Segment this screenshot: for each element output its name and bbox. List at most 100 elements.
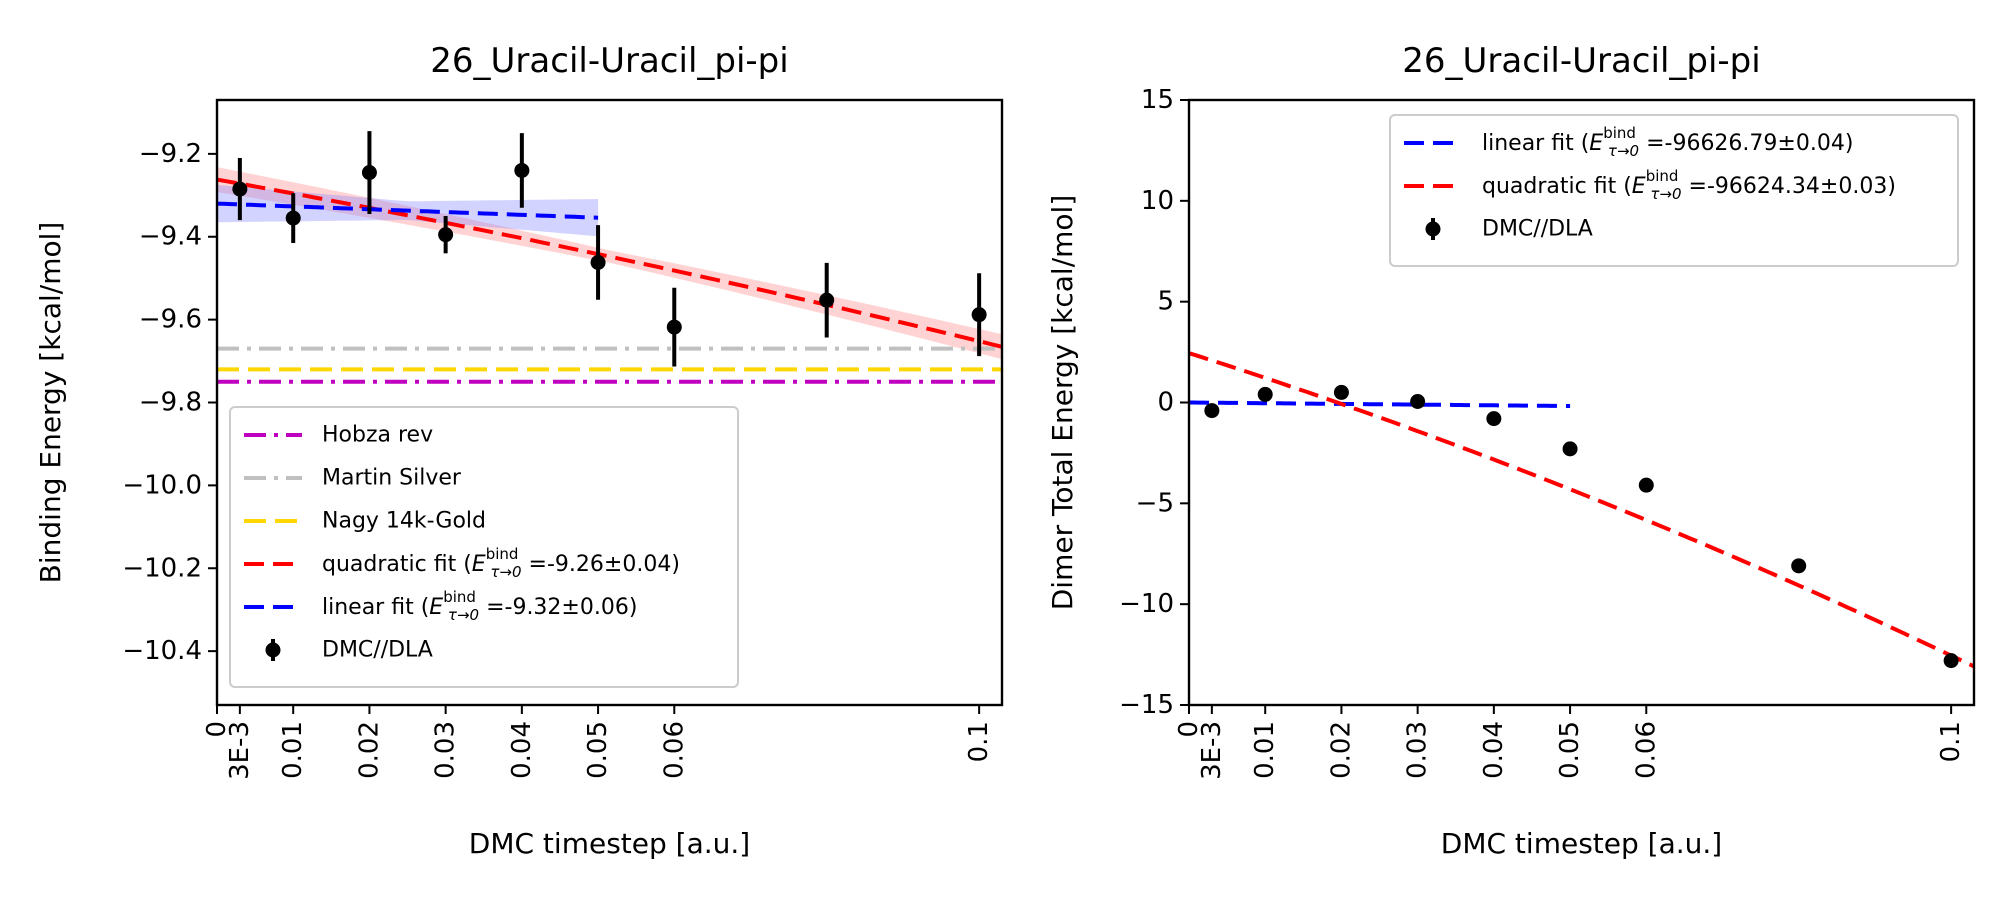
y-tick-label: −10.2 [122,553,202,583]
x-tick-label: 0.1 [1936,721,1966,762]
energy-symbol: E [429,595,443,620]
quadratic-fit-line [217,177,1002,349]
x-axis-label: DMC timestep [a.u.] [1441,827,1722,860]
x-tick-label: 0.05 [1555,721,1585,779]
fit-open: ( [456,552,472,577]
fit-name: linear fit [322,595,414,620]
chart-panel-1: 03E-3 0.01 0.02 0.03 0.04 0.05 0.06 0.1 −9.2 −9.4… [34,41,1004,860]
y-tick-label: 10 [1141,186,1174,216]
x-tick-label: 0.05 [583,721,613,779]
fit-value: =-9.32±0.06) [479,595,637,620]
y-tick-label: 15 [1141,85,1174,115]
x-tick-label: 0.1 [964,721,994,762]
legend-item: Martin Silver [244,466,462,491]
x-tick-label: 0.03 [431,721,461,779]
chart-title: 26_Uracil-Uracil_pi-pi [1402,41,1760,81]
y-tick-label: −10.0 [122,470,202,500]
superscript-bind: bind [443,588,476,606]
quadratic-fit-line [1189,351,1974,669]
legend-swatch-point [1425,221,1441,237]
legend-item: linear fit (Ebind τ→0 =-96626.79±0.04) [1404,124,1853,160]
data-point [1204,403,1220,419]
x-tick-label: 0.04 [507,721,537,779]
y-tick-label: 5 [1157,287,1174,317]
legend-item: DMC//DLA [265,638,433,663]
fit-open: ( [1574,131,1590,156]
legend-label: Hobza rev [322,423,433,448]
x-tick-label: 3E-3 [1197,721,1227,780]
linear-fit-line [1189,400,1571,408]
quadratic-fit-band [217,167,1002,360]
data-point [361,165,377,181]
x-tick-label: 0.04 [1479,721,1509,779]
data-point [438,227,454,243]
subscript-tau: τ→0 [1608,142,1639,160]
x-tick-label: 0.06 [659,721,689,779]
plot-area [217,131,1002,384]
y-tick-label: −10.4 [122,636,202,666]
subscript-tau: τ→0 [448,606,479,624]
legend-label: quadratic fit (Ebind τ→0 =-96624.34±0.03) [1482,167,1896,203]
fit-value: =-96626.79±0.04) [1639,131,1853,156]
energy-symbol: E [1589,131,1603,156]
energy-symbol: E [472,552,486,577]
data-point [1486,411,1502,427]
chart-panel-2: 03E-3 0.01 0.02 0.03 0.04 0.05 0.06 0.1151050−5… [1046,41,1976,860]
plot-area [1189,351,1974,669]
fit-name: linear fit [1482,131,1574,156]
x-axis-label: DMC timestep [a.u.] [469,827,750,860]
legend-item: linear fit (Ebind τ→0 =-9.32±0.06) [244,588,637,624]
x-tick-label: 0.01 [1250,721,1280,779]
data-point [1410,393,1426,409]
legend-item: quadratic fit (Ebind τ→0 =-96624.34±0.03) [1404,167,1896,203]
y-axis-label: Binding Energy [kcal/mol] [34,222,67,584]
legend-item: Nagy 14k-Gold [244,509,486,534]
fit-name: quadratic fit [322,552,457,577]
data-point [285,210,301,226]
data-point [1943,653,1959,669]
fit-value: =-96624.34±0.03) [1682,174,1896,199]
data-point [1638,477,1654,493]
subscript-tau: τ→0 [490,563,521,581]
legend-box [229,406,739,688]
x-tick-label: 3E-3 [225,721,255,780]
data-point [514,162,530,178]
data-point [232,181,248,197]
y-tick-label: −9.8 [139,388,202,418]
legend-item: Hobza rev [244,423,433,448]
fit-open: ( [1616,174,1632,199]
y-tick-label: −9.6 [139,305,202,335]
data-point [1257,386,1273,402]
legend-label: Martin Silver [322,466,462,491]
legend-label: DMC//DLA [1482,217,1593,242]
chart-title: 26_Uracil-Uracil_pi-pi [430,41,788,81]
superscript-bind: bind [1603,124,1636,142]
legend-swatch-point [265,642,281,658]
superscript-bind: bind [1646,167,1679,185]
x-tick-label: 0.03 [1403,721,1433,779]
x-tick-label: 0 [202,721,232,738]
legend-box [1389,114,1959,267]
x-tick-label: 0 [1174,721,1204,738]
x-tick-label: 0.02 [1326,721,1356,779]
fit-name: quadratic fit [1482,174,1617,199]
legend-label: quadratic fit (Ebind τ→0 =-9.26±0.04) [322,545,680,581]
data-point [1333,384,1349,400]
data-point [819,292,835,308]
superscript-bind: bind [486,545,519,563]
y-tick-label: −9.4 [139,222,202,252]
y-tick-label: 0 [1157,388,1174,418]
linear-fit-line [217,201,599,220]
legend: Hobza rev Martin Silver Nagy 14k-Gold quadr… [229,406,739,688]
legend: linear fit (Ebind τ→0 =-96626.79±0.04)qua… [1389,114,1959,267]
legend-label: linear fit (Ebind τ→0 =-9.32±0.06) [322,588,637,624]
subscript-tau: τ→0 [1650,185,1681,203]
y-tick-label: −15 [1119,690,1174,720]
legend-label: Nagy 14k-Gold [322,509,486,534]
fit-value: =-9.26±0.04) [522,552,680,577]
y-tick-label: −5 [1136,488,1174,518]
legend-item: quadratic fit (Ebind τ→0 =-9.26±0.04) [244,545,680,581]
energy-symbol: E [1632,174,1646,199]
y-axis-label: Dimer Total Energy [kcal/mol] [1046,195,1079,611]
data-point [666,319,682,335]
